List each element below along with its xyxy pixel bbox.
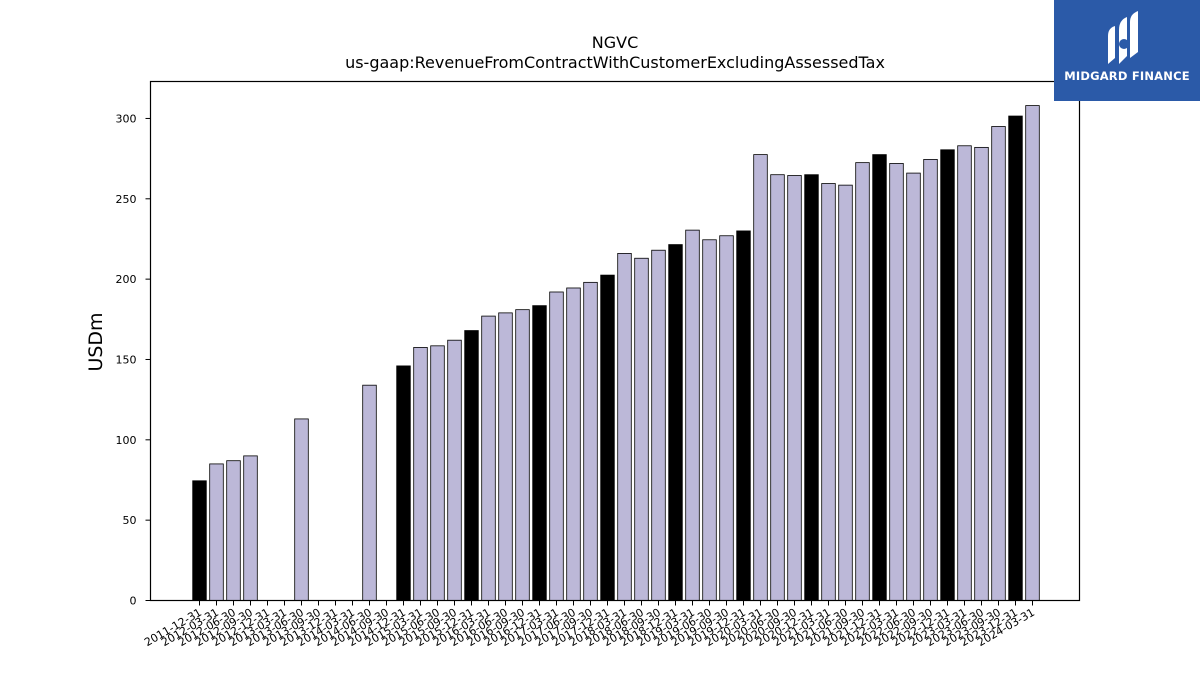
bar-2012-03-31 xyxy=(209,463,224,601)
bar-2015-03-31 xyxy=(413,347,428,601)
bar-2019-09-30 xyxy=(719,235,734,601)
bar-2021-03-31 xyxy=(821,183,836,601)
bar-2020-12-31 xyxy=(804,174,819,601)
bar-2022-12-31 xyxy=(940,149,955,601)
bar-2016-12-31 xyxy=(532,305,547,601)
bar-2022-03-31 xyxy=(889,163,904,601)
bar-2015-12-31 xyxy=(464,330,479,601)
bar-2016-06-30 xyxy=(498,312,513,601)
y-tick-label: 150 xyxy=(116,353,137,366)
bar-2013-06-30 xyxy=(294,418,309,601)
x-axis: 2011-12-312012-03-312012-06-302012-09-30… xyxy=(142,600,1037,649)
plot-frame xyxy=(149,80,1081,602)
y-tick-label: 300 xyxy=(116,112,137,125)
bar-2022-06-30 xyxy=(906,172,921,601)
bar-2012-06-30 xyxy=(226,460,241,601)
bar-2021-09-30 xyxy=(855,162,870,601)
bar-2016-03-31 xyxy=(481,315,496,601)
midgard-finance-logo: MIDGARD FINANCE xyxy=(1054,0,1200,101)
bar-2023-09-30 xyxy=(991,126,1006,601)
bar-2015-06-30 xyxy=(430,345,445,601)
bar-2022-09-30 xyxy=(923,159,938,601)
bar-2018-06-30 xyxy=(634,257,649,601)
bar-2019-03-31 xyxy=(685,229,700,601)
bar-2020-06-30 xyxy=(770,174,785,601)
y-tick-label: 50 xyxy=(123,514,137,527)
bars-group xyxy=(192,105,1040,601)
y-tick-label: 0 xyxy=(130,595,137,608)
bar-2023-06-30 xyxy=(974,146,989,601)
bar-2017-12-31 xyxy=(600,274,615,601)
bar-2021-06-30 xyxy=(838,184,853,601)
bar-2016-09-30 xyxy=(515,309,530,601)
bar-2017-06-30 xyxy=(566,287,581,601)
logo-text: MIDGARD FINANCE xyxy=(1064,69,1190,83)
y-tick-label: 100 xyxy=(116,434,137,447)
y-axis: 0 50 100 150 200 250 300 xyxy=(116,112,151,608)
bar-2018-12-31 xyxy=(668,244,683,601)
bar-2019-06-30 xyxy=(702,239,717,601)
bar-2014-12-31 xyxy=(396,365,411,601)
bar-2021-12-31 xyxy=(872,154,887,601)
chart-subtitle: us-gaap:RevenueFromContractWithCustomerE… xyxy=(345,53,885,72)
chart-title: NGVC xyxy=(592,33,638,52)
bar-2023-03-31 xyxy=(957,145,972,601)
bar-2017-09-30 xyxy=(583,281,598,601)
bar-2018-03-31 xyxy=(617,253,632,601)
bar-2019-12-31 xyxy=(736,230,751,601)
bar-2014-06-30 xyxy=(362,384,377,601)
bar-2018-09-30 xyxy=(651,249,666,601)
y-axis-label: USDm xyxy=(85,312,107,371)
bar-2023-12-31 xyxy=(1008,115,1023,601)
y-tick-label: 200 xyxy=(116,273,137,286)
bar-2020-03-31 xyxy=(753,154,768,601)
bar-2020-09-30 xyxy=(787,175,802,601)
midgard-logo-icon xyxy=(1108,11,1138,64)
bar-2012-09-30 xyxy=(243,455,258,601)
bar-2024-03-31 xyxy=(1025,105,1040,601)
y-tick-label: 250 xyxy=(116,193,137,206)
bar-2015-09-30 xyxy=(447,339,462,601)
bar-2017-03-31 xyxy=(549,291,564,601)
bar-2011-12-31 xyxy=(192,480,207,601)
